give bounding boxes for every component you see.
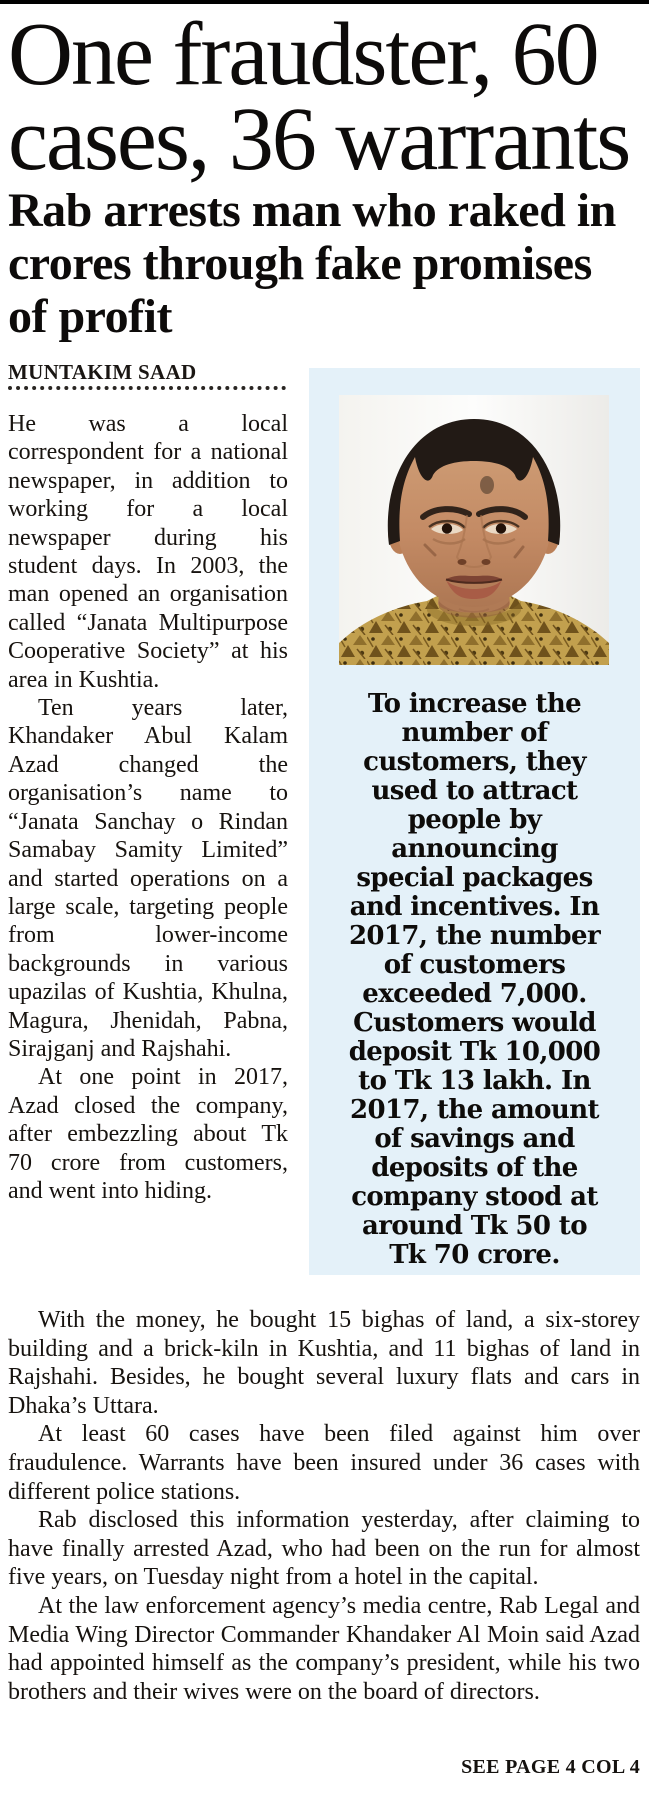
byline-rule [8,386,286,390]
top-rule [0,0,649,4]
pull-quote-box: To increase the number of customers, the… [309,368,640,1275]
arrested-man-photo [339,395,609,665]
article-body-left-column: He was a local correspondent for a natio… [8,410,288,1205]
subheadline: Rab arrests man who raked in crores thro… [8,184,642,343]
body-paragraph: Ten years later, Khandaker Abul Kalam Az… [8,695,288,1062]
body-paragraph: At the law enforcement agency’s media ce… [8,1592,640,1705]
headline: One fraudster, 60 cases, 36 warrants [8,5,644,189]
subheadline-line-3: of profit [8,290,172,343]
article-body-full-width: With the money, he bought 15 bighas of l… [8,1306,640,1706]
body-paragraph: At least 60 cases have been filed agains… [8,1421,640,1505]
headline-line-1: One fraudster, 60 [8,5,600,104]
byline: MUNTAKIM SAAD [8,360,197,384]
continuation-note: SEE PAGE 4 COL 4 [461,1756,640,1778]
subheadline-line-2: crores through fake promises [8,237,592,290]
body-paragraph: At one point in 2017, Azad closed the co… [8,1064,288,1204]
portrait-illustration [339,395,609,665]
headline-line-2: cases, 36 warrants [8,90,631,189]
body-paragraph: He was a local correspondent for a natio… [8,411,288,693]
pull-quote-text: To increase the number of customers, the… [348,689,601,1270]
body-paragraph: With the money, he bought 15 bighas of l… [8,1307,640,1419]
subheadline-line-1: Rab arrests man who raked in [8,184,616,237]
body-paragraph: Rab disclosed this information yesterday… [8,1507,640,1591]
